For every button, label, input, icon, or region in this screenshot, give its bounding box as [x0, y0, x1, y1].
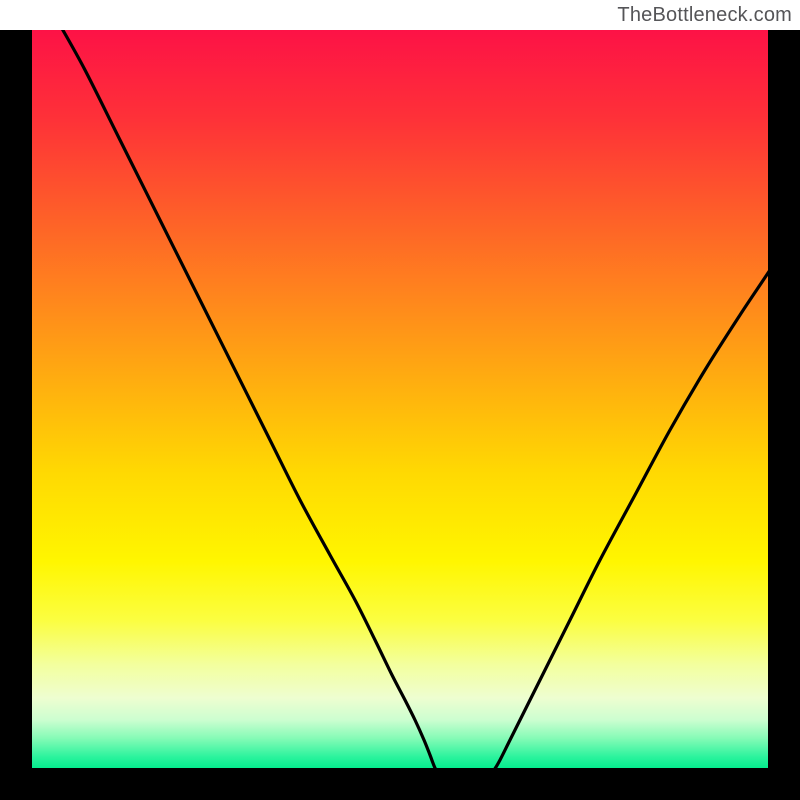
bottleneck-chart	[0, 0, 800, 800]
gradient-background	[32, 30, 768, 768]
watermark-text: TheBottleneck.com	[617, 4, 792, 27]
